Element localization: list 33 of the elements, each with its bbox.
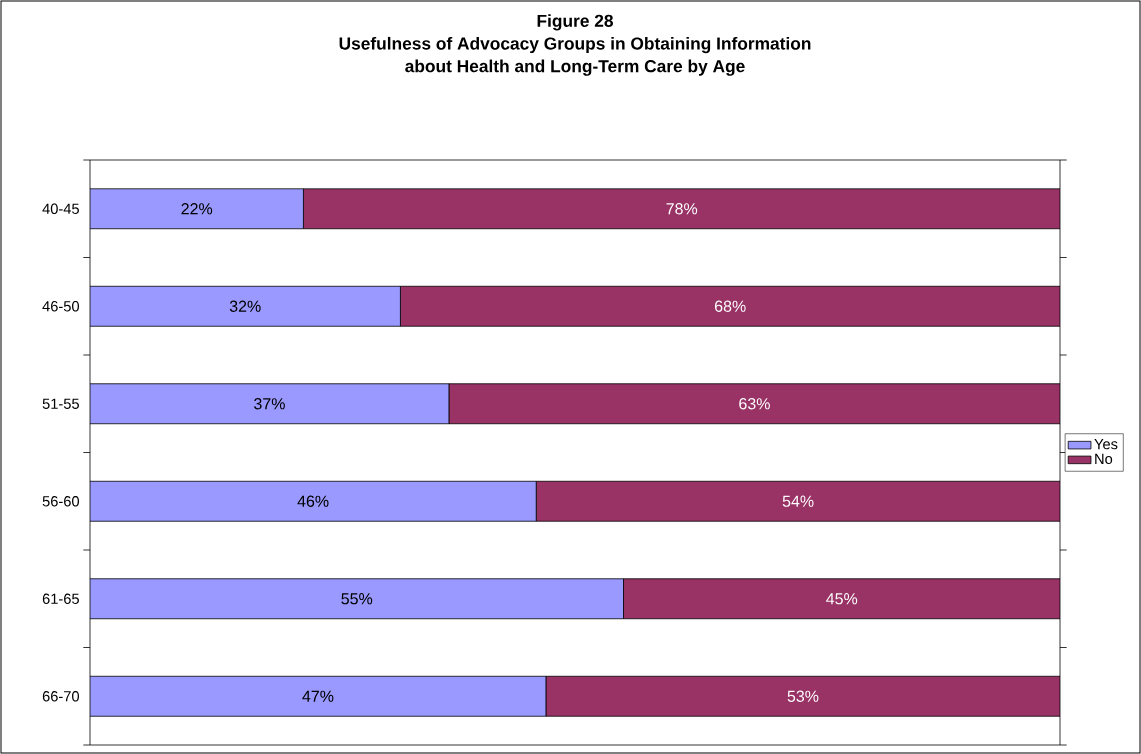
bar [623,578,1061,620]
bar [400,285,1061,327]
bar [90,480,537,522]
y-tick-label: 61-65 [42,593,79,604]
data-label: 78% [666,203,698,215]
chart-title: Figure 28 Usefulness of Advocacy Groups in Obtaining Information about Health and Long-Term Care by Age [339,14,811,76]
data-label: 68% [715,300,746,312]
data-label: 32% [229,300,261,312]
bar [90,285,401,327]
data-label: 22% [181,203,213,215]
legend-label: Yes [1094,439,1118,450]
data-label: 47% [302,690,334,702]
bar [303,188,1061,230]
y-tick-label: 51-55 [42,398,79,409]
bar [535,480,1061,522]
bar [545,675,1061,717]
data-label: 55% [341,593,373,605]
y-tick-label: 66-70 [42,691,80,702]
data-label: 37% [254,398,285,410]
bar [90,578,624,620]
bar [90,188,304,230]
bar [90,675,547,717]
y-tick-label: 56-60 [42,496,80,507]
data-label: 46% [297,495,329,507]
data-label: 63% [739,398,770,410]
y-tick-label: 46-50 [42,301,80,312]
data-label: 54% [782,495,814,507]
legend-label: No [1095,453,1113,465]
bar [90,383,450,425]
bar [448,383,1061,425]
y-tick-label: 40-45 [42,203,79,214]
data-label: 45% [826,593,858,605]
data-label: 53% [787,690,819,702]
